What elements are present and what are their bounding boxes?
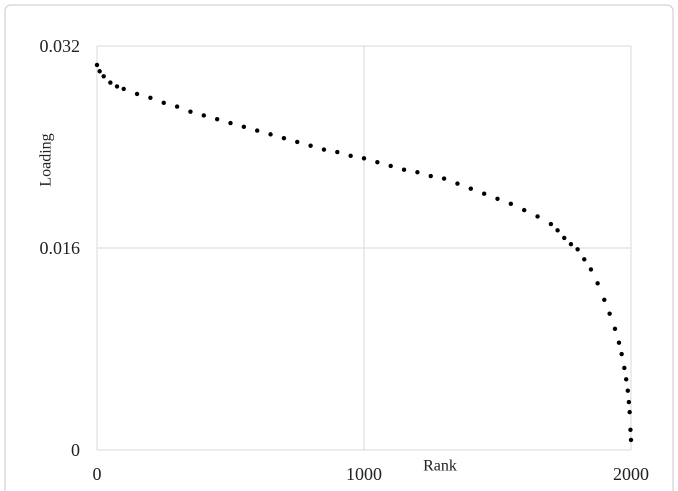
point [628,427,633,432]
point [214,117,220,122]
point [568,242,574,247]
x-axis-label: Rank [423,458,457,475]
point [241,124,247,129]
point [575,247,580,252]
point [607,311,612,316]
point [588,267,594,272]
point [595,281,600,286]
point [255,128,260,133]
point [455,181,460,186]
point [616,340,622,345]
point [627,409,632,415]
point [612,326,618,331]
point [415,170,420,175]
point [625,388,630,393]
x-tick-label: 0 [93,464,102,484]
point [94,62,100,68]
point [295,139,300,145]
point [522,207,527,213]
point [428,173,433,179]
point [375,159,380,165]
point [101,74,106,79]
frame [4,4,674,491]
y-axis-label: Loading [38,133,55,186]
point [348,153,353,159]
y-tick-label: 0.032 [40,36,81,56]
point [134,91,140,97]
point [388,163,393,169]
point [619,351,624,357]
x-tick-label: 2000 [613,464,649,484]
point [582,257,587,262]
point [548,221,554,227]
point [535,214,540,219]
point [335,149,340,155]
point [97,69,102,74]
point [628,437,634,443]
y-tick-label: 0.016 [40,238,81,258]
point [174,104,180,109]
point [114,84,120,89]
point [188,109,193,114]
point [308,143,313,148]
point [108,80,113,85]
point [602,297,607,302]
point [626,399,632,405]
point [161,100,166,106]
point [321,147,327,152]
point [508,201,514,207]
y-tick-label: 0 [71,440,80,460]
point [562,235,567,241]
point [361,156,367,161]
point [441,176,447,181]
point [201,113,206,118]
point [121,86,126,92]
point [495,196,500,201]
point [268,132,273,137]
point [281,135,287,141]
point [622,365,627,371]
point [468,186,473,191]
x-tick-label: 1000 [346,464,382,484]
point [148,95,153,100]
point [228,120,233,126]
point [623,377,629,382]
point [555,228,560,233]
point [401,167,407,172]
point [481,191,487,196]
